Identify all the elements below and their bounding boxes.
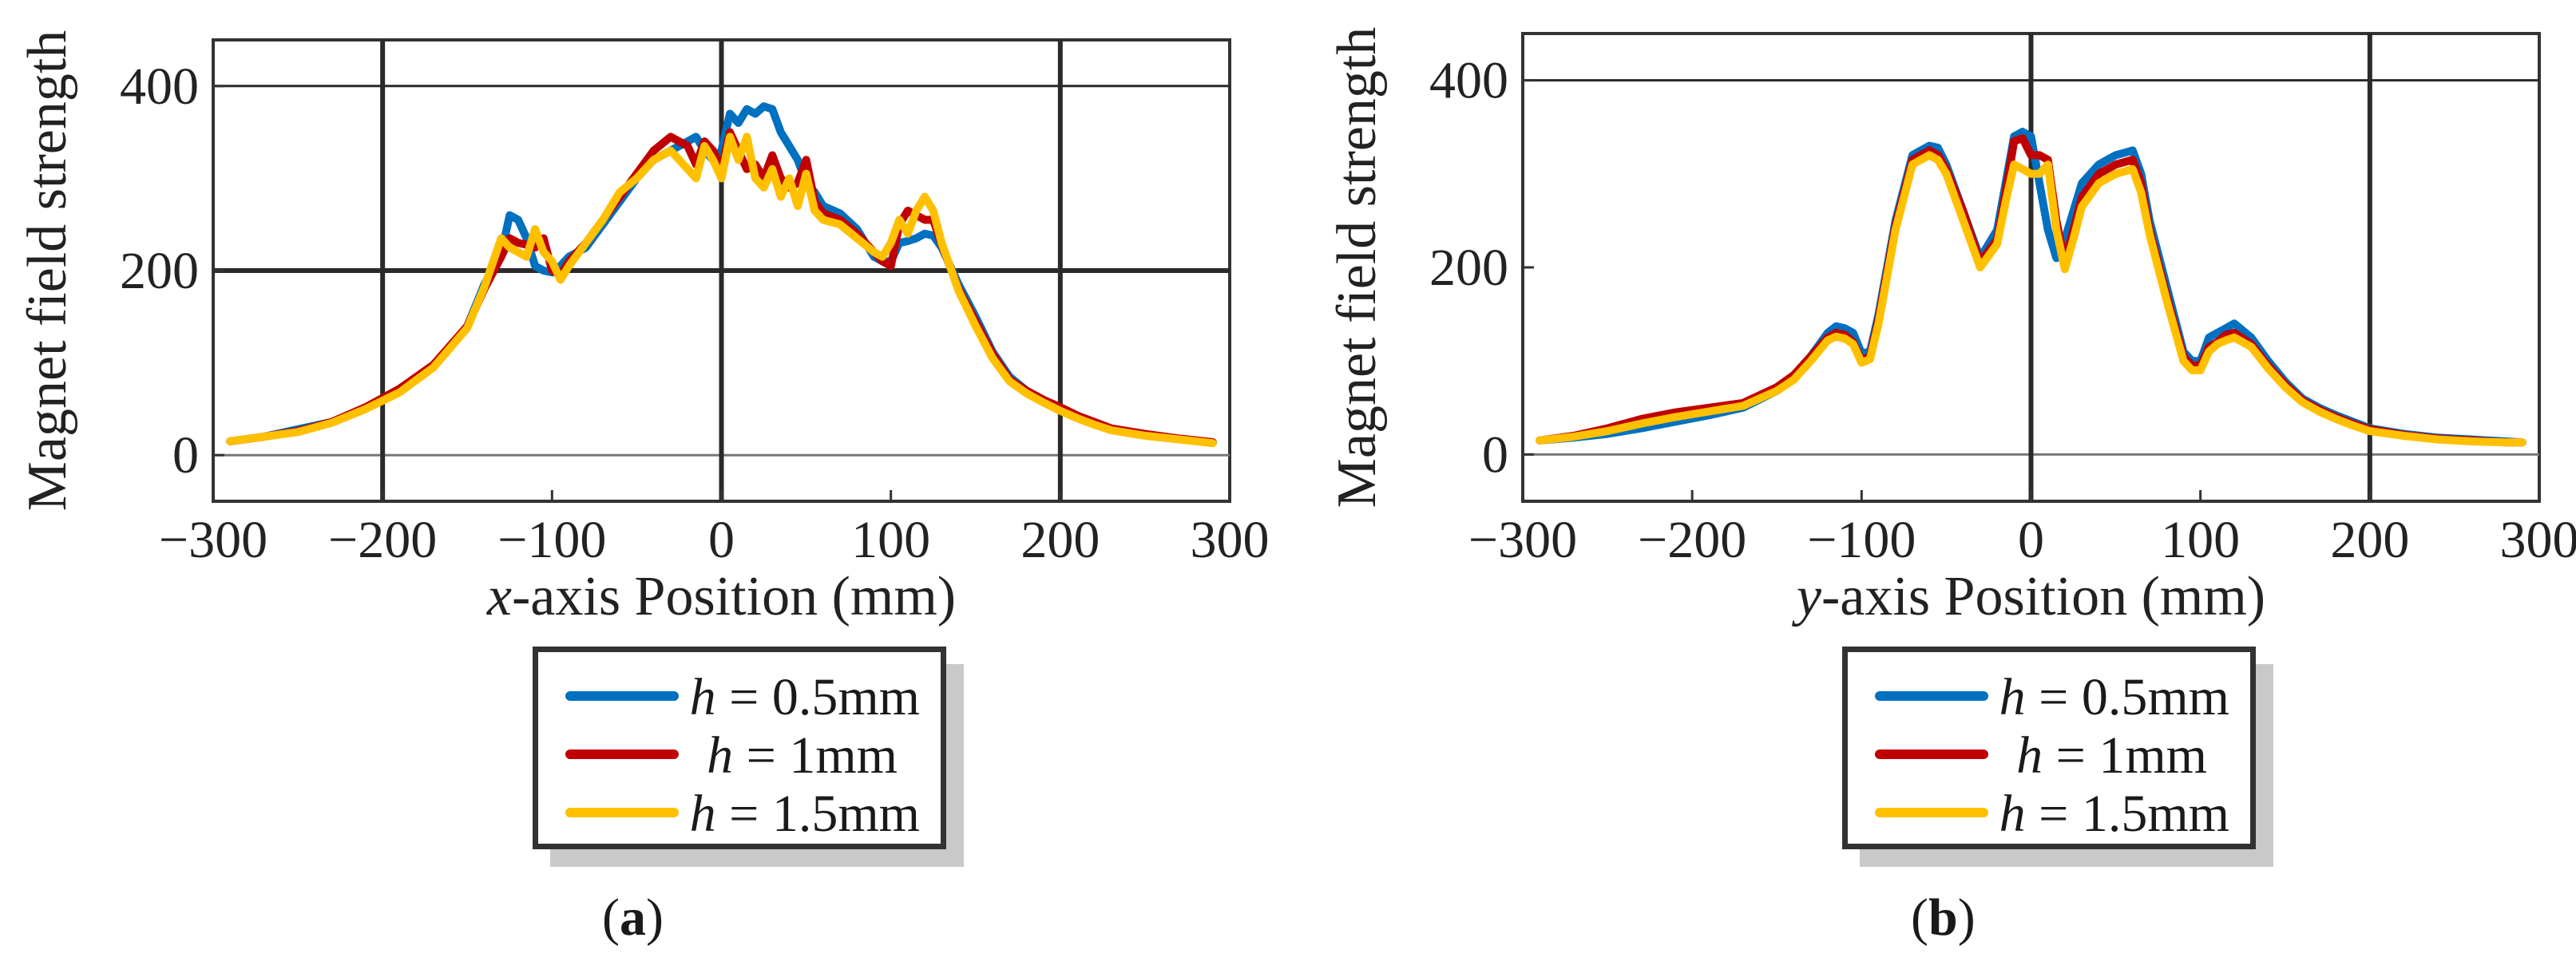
legend-a-entry-3: h = 1.5mm: [538, 778, 941, 847]
legend-b-var-3: h: [1999, 785, 2026, 843]
legend-b-swatch-3: [1875, 808, 1988, 817]
legend-a-var-3: h: [689, 785, 716, 843]
legend-b-var-1: h: [1999, 668, 2026, 726]
x-axis-var-a: x: [486, 566, 512, 627]
ytick-label-b-0: 0: [1482, 425, 1508, 484]
legend-b-value-2: = 1mm: [2055, 726, 2207, 785]
legend-a-swatch-2: [565, 749, 679, 759]
xtick-label-a-2: −100: [497, 511, 606, 569]
series-line-b-3: [1536, 151, 2526, 447]
legend-b-entry-3: h = 1.5mm: [1848, 778, 2250, 847]
legend-b-label-3: h = 1.5mm: [1999, 780, 2229, 848]
series-line-a-3: [226, 132, 1217, 448]
legend-b-value-3: = 1.5mm: [2039, 785, 2229, 843]
xtick-label-b-4: 100: [2161, 511, 2240, 569]
y-axis-label-b: Magnet field strength: [1326, 27, 1388, 508]
xtick-label-b-1: −200: [1638, 511, 1746, 569]
legend-a-swatch-1: [565, 691, 679, 701]
xtick-label-b-6: 300: [2500, 511, 2576, 569]
legend-a-label-3: h = 1.5mm: [690, 780, 920, 848]
ytick-label-b-1: 200: [1429, 239, 1508, 297]
legend-a-value-1: = 0.5mm: [729, 668, 920, 726]
legend-a-swatch-3: [565, 808, 679, 817]
xtick-label-a-0: −300: [159, 511, 268, 569]
xtick-label-b-0: −300: [1468, 511, 1577, 569]
panel-a-caption-letter: a: [619, 888, 646, 947]
legend-b-swatch-1: [1875, 691, 1988, 701]
legend-b-label-2: h = 1mm: [2016, 722, 2207, 790]
x-axis-label-a: x-axis Position (mm): [486, 566, 956, 627]
panel-a-caption: (a): [602, 888, 664, 947]
legend-a-value-2: = 1mm: [746, 726, 898, 785]
panel-b-caption: (b): [1911, 888, 1976, 947]
x-axis-var-b: y: [1792, 566, 1822, 627]
legend-b-value-1: = 0.5mm: [2039, 668, 2229, 726]
xtick-label-b-3: 0: [2018, 511, 2044, 569]
legend-b-label-1: h = 0.5mm: [1999, 663, 2229, 732]
legend-a-var-1: h: [689, 668, 716, 726]
ytick-label-b-2: 400: [1429, 52, 1508, 110]
legend-a-label-2: h = 1mm: [707, 722, 898, 790]
legend-a-entry-2: h = 1mm: [538, 720, 941, 789]
x-axis-text-a: -axis Position (mm): [512, 566, 956, 627]
xtick-label-b-2: −100: [1807, 511, 1916, 569]
panel-a-chart: −300 −200 −100 0 100 200 300 0 200 400 x-axis Posi…: [17, 30, 1270, 627]
legend-b-var-2: h: [2016, 726, 2043, 785]
xtick-label-b-5: 200: [2330, 511, 2409, 569]
legend-b-entry-1: h = 0.5mm: [1848, 662, 2250, 730]
ytick-label-a-1: 200: [120, 242, 199, 300]
legend-b-swatch-2: [1875, 749, 1988, 759]
xtick-label-a-1: −200: [328, 511, 437, 569]
ytick-label-a-0: 0: [172, 426, 199, 484]
panel-b-chart: −300 −200 −100 0 100 200 300 0 200 400 y-axis Posi…: [1326, 27, 2576, 627]
legend-a-label-1: h = 0.5mm: [690, 663, 920, 732]
legend-b: h = 0.5mm h = 1mm h = 1.5mm: [1842, 647, 2256, 849]
legend-a-var-2: h: [707, 726, 734, 785]
xtick-label-a-3: 0: [708, 511, 735, 569]
x-axis-label-b: y-axis Position (mm): [1792, 566, 2265, 627]
y-axis-label-a: Magnet field strength: [17, 30, 78, 512]
panel-b-caption-letter: b: [1928, 888, 1958, 947]
legend-a: h = 0.5mm h = 1mm h = 1.5mm: [533, 647, 946, 849]
xtick-label-a-4: 100: [851, 511, 930, 569]
xtick-label-a-6: 300: [1191, 511, 1270, 569]
ytick-label-a-2: 400: [120, 57, 199, 116]
legend-a-entry-1: h = 0.5mm: [538, 662, 941, 730]
x-axis-text-b: -axis Position (mm): [1821, 566, 2265, 627]
xtick-label-a-5: 200: [1020, 511, 1100, 569]
legend-b-entry-2: h = 1mm: [1848, 720, 2250, 789]
legend-a-value-3: = 1.5mm: [729, 785, 920, 843]
